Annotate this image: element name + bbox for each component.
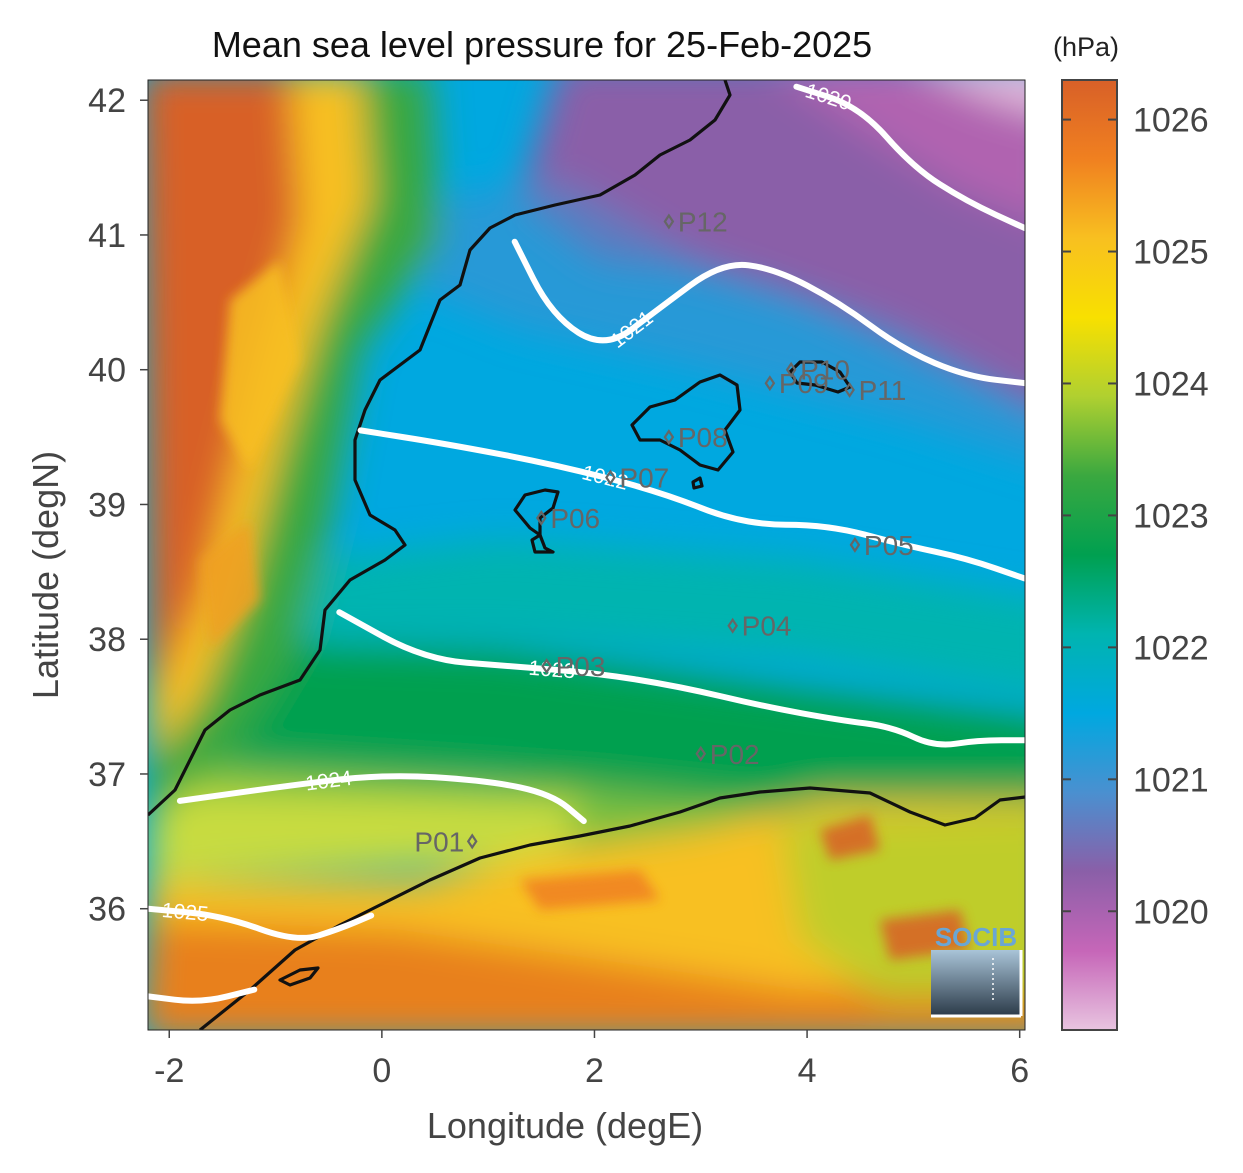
colorbar-tick-label: 1022 [1133, 629, 1209, 667]
station-marker [466, 833, 478, 850]
colorbar-bar [1061, 79, 1118, 1031]
isobar-1021 [511, 238, 1025, 387]
y-tick-label: 36 [88, 891, 126, 929]
ibiza-outline [513, 488, 560, 537]
colorbar-tick-label: 1021 [1133, 761, 1209, 799]
y-tick-label: 37 [88, 756, 126, 794]
colorbar-unit-label: (hPa) [1053, 32, 1119, 62]
isobar-1024 [176, 773, 587, 825]
station-label: P10 [800, 355, 850, 386]
x-tick-label: 4 [798, 1052, 817, 1090]
isobar-label: 1023 [528, 657, 576, 684]
menorca-outline [788, 360, 852, 394]
station-label: P12 [678, 206, 728, 237]
y-tick-label: 39 [88, 486, 126, 524]
formentera-outline [530, 533, 555, 554]
socib-logo: SOCIB [931, 922, 1023, 1018]
colorbar-tick-label: 1026 [1133, 102, 1209, 140]
y-tick-label: 40 [88, 352, 126, 390]
station-label: P08 [678, 422, 728, 453]
station-marker [849, 536, 861, 553]
colorbar-ticks: 1020 1021 1022 1023 1024 1025 1026 [1062, 102, 1209, 931]
socib-logo-text: SOCIB [935, 922, 1017, 952]
isobar-label: 1025 [161, 899, 210, 926]
y-tick-label: 42 [88, 82, 126, 120]
station-marker [541, 658, 552, 675]
pressure-field-shading [148, 80, 1025, 1030]
x-axis-label: Longitude (degE) [427, 1105, 703, 1146]
isobar-1022 [357, 427, 1025, 582]
north-africa-coastline [199, 786, 1025, 1030]
colorbar-tick-label: 1024 [1133, 365, 1209, 403]
station-label: P04 [742, 611, 792, 642]
cabrera-outline [691, 476, 704, 490]
socib-logo-panel [931, 950, 1021, 1016]
station-marker [695, 745, 707, 762]
station-marker [844, 381, 855, 398]
map-frame [147, 79, 1026, 1031]
station-marker [764, 375, 776, 392]
x-tick-label: 6 [1010, 1052, 1029, 1090]
y-tick-label: 38 [88, 621, 126, 659]
map-title: Mean sea level pressure for 25-Feb-2025 [212, 24, 872, 65]
x-tick-label: -2 [154, 1052, 184, 1090]
colorbar: (hPa) 1020 1021 1022 1023 1024 1025 1026 [1053, 32, 1209, 1031]
isobar-1023 [336, 609, 1025, 748]
station-marker [605, 469, 616, 486]
station-label: P02 [710, 739, 760, 770]
station-label: P01 [414, 826, 464, 857]
y-axis-label: Latitude (degN) [25, 451, 66, 699]
y-tick-label: 41 [88, 217, 126, 255]
station-label: P11 [859, 375, 907, 406]
colorbar-tick-label: 1020 [1133, 893, 1209, 931]
station-marker [785, 361, 797, 378]
x-axis-ticks: -2 0 2 4 6 [154, 1030, 1029, 1090]
colorbar-tick-label: 1025 [1133, 234, 1209, 272]
relief-highlights [200, 260, 970, 960]
station-marker [727, 617, 738, 634]
x-tick-label: 0 [372, 1052, 391, 1090]
station-label: P09 [779, 368, 829, 399]
station-label: P05 [864, 530, 914, 561]
station-label: P03 [556, 651, 606, 682]
y-axis-ticks: 36 37 38 39 40 41 42 [88, 82, 148, 929]
colorbar-tick-label: 1023 [1133, 497, 1209, 535]
station-marker [535, 509, 547, 526]
station-marker [663, 429, 675, 446]
iberian-coastline [148, 80, 732, 817]
coastlines [148, 80, 1025, 1030]
alboran-outline [278, 966, 320, 987]
mallorca-outline [630, 373, 742, 472]
isobar-1025 [148, 905, 375, 941]
isobar-1020 [793, 83, 1025, 232]
station-marker [663, 213, 675, 230]
isobar-segment [148, 986, 258, 1004]
x-tick-label: 2 [585, 1052, 604, 1090]
station-label: P06 [550, 503, 600, 534]
station-label: P07 [619, 463, 669, 494]
